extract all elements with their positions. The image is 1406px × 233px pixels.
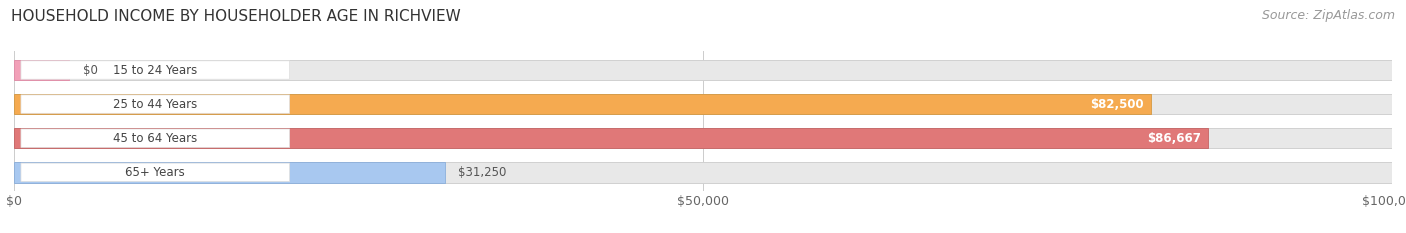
Bar bbox=[14, 94, 1152, 114]
FancyBboxPatch shape bbox=[21, 163, 290, 182]
FancyBboxPatch shape bbox=[21, 129, 290, 147]
Text: 15 to 24 Years: 15 to 24 Years bbox=[112, 64, 197, 76]
Bar bbox=[14, 60, 1392, 80]
Bar bbox=[14, 128, 1208, 148]
FancyBboxPatch shape bbox=[21, 95, 290, 113]
Text: $86,667: $86,667 bbox=[1147, 132, 1201, 145]
Text: HOUSEHOLD INCOME BY HOUSEHOLDER AGE IN RICHVIEW: HOUSEHOLD INCOME BY HOUSEHOLDER AGE IN R… bbox=[11, 9, 461, 24]
Text: 45 to 64 Years: 45 to 64 Years bbox=[112, 132, 197, 145]
Text: $31,250: $31,250 bbox=[458, 166, 506, 179]
Bar bbox=[14, 94, 1392, 114]
Text: 25 to 44 Years: 25 to 44 Years bbox=[112, 98, 197, 111]
Text: $82,500: $82,500 bbox=[1090, 98, 1144, 111]
FancyBboxPatch shape bbox=[21, 61, 290, 79]
Bar bbox=[14, 60, 69, 80]
Text: 65+ Years: 65+ Years bbox=[125, 166, 186, 179]
Text: $0: $0 bbox=[83, 64, 98, 76]
Bar bbox=[14, 128, 1392, 148]
Text: Source: ZipAtlas.com: Source: ZipAtlas.com bbox=[1261, 9, 1395, 22]
Bar bbox=[14, 162, 444, 182]
Bar bbox=[14, 162, 1392, 182]
